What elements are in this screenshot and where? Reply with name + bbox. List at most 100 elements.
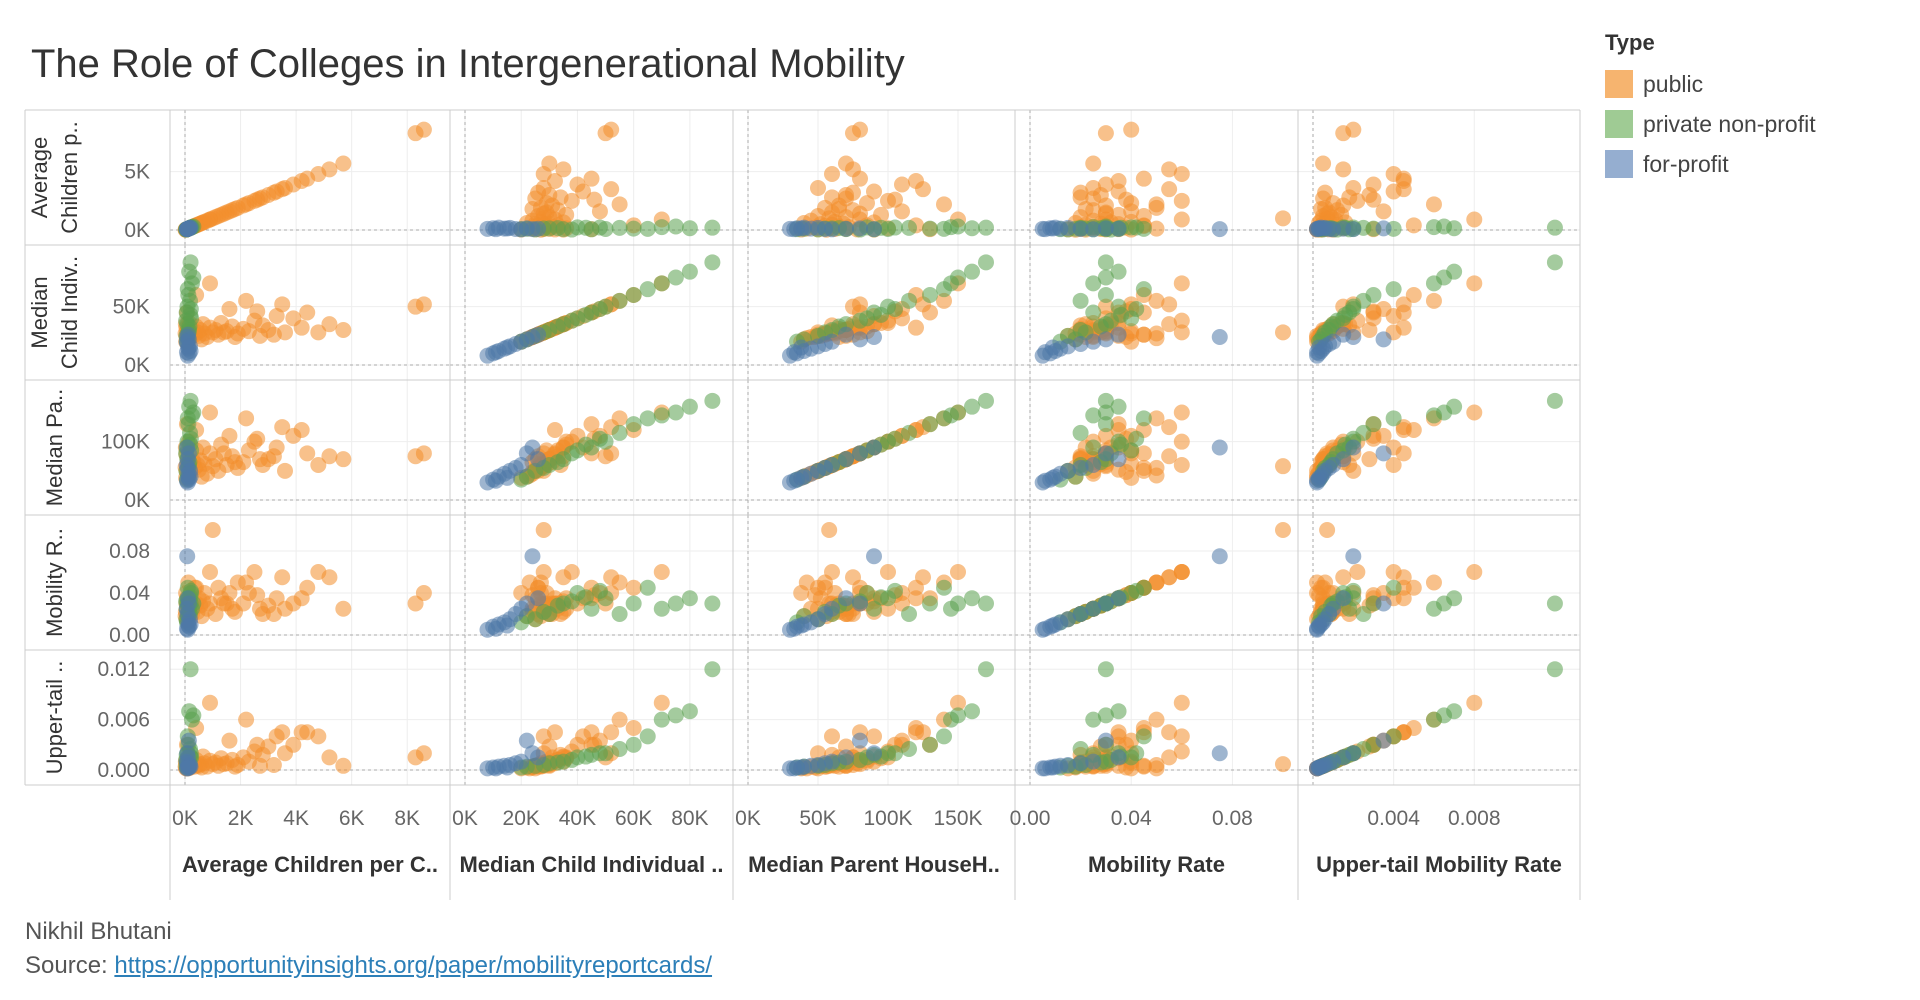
legend-swatch-for-profit (1605, 150, 1633, 178)
data-point (653, 219, 670, 236)
data-point (487, 221, 504, 238)
data-point (852, 751, 868, 768)
data-point (221, 732, 238, 749)
data-point (1113, 306, 1130, 323)
data-point (1085, 439, 1102, 456)
data-point (786, 760, 803, 777)
data-point (793, 585, 810, 601)
data-point (1546, 392, 1563, 409)
data-point (265, 606, 282, 622)
data-point (936, 579, 952, 596)
data-point (549, 220, 566, 237)
data-point (530, 590, 547, 607)
x-tick-label: 100K (863, 807, 912, 830)
panel-r3-c3 (1015, 515, 1298, 650)
data-point (866, 600, 882, 617)
data-point (625, 579, 642, 596)
data-point (321, 448, 338, 465)
data-point (667, 269, 684, 286)
data-point (1173, 312, 1190, 329)
data-point (1349, 564, 1366, 580)
data-point (215, 324, 232, 341)
data-point (577, 219, 594, 236)
data-point (915, 724, 931, 741)
data-point (1148, 220, 1165, 237)
data-point (299, 304, 316, 321)
data-point (1315, 155, 1332, 172)
data-point (681, 703, 698, 720)
panel-r2-c0 (170, 380, 450, 515)
data-point (1395, 319, 1412, 336)
data-point (577, 748, 594, 765)
data-point (1211, 221, 1228, 238)
data-point (227, 603, 243, 620)
data-point (964, 263, 980, 280)
panel-r2-c2 (733, 380, 1015, 515)
data-point (964, 703, 980, 720)
data-point (943, 711, 959, 728)
data-point (202, 564, 218, 580)
data-point (838, 749, 854, 766)
data-point (1135, 728, 1152, 745)
data-point (838, 220, 854, 237)
data-point (915, 181, 931, 198)
data-point (625, 720, 642, 736)
x-tick-label: 20K (503, 807, 540, 830)
legend-item-public[interactable]: public (1605, 64, 1816, 104)
legend-item-private-non-profit[interactable]: private non-profit (1605, 104, 1816, 144)
data-point (1335, 569, 1352, 586)
data-point (1173, 275, 1190, 292)
data-point (563, 564, 580, 580)
data-point (215, 445, 232, 462)
data-point (681, 263, 698, 280)
data-point (1148, 330, 1165, 347)
data-point (831, 201, 847, 217)
panel-r2-c3 (1015, 380, 1298, 515)
legend-swatch-public (1605, 70, 1633, 98)
data-point (922, 220, 938, 237)
data-point (653, 694, 670, 711)
panel-r0-c0 (170, 110, 450, 245)
x-tick-label: 150K (933, 807, 982, 830)
data-point (943, 600, 959, 617)
data-point (866, 183, 882, 200)
data-point (625, 416, 642, 433)
data-point (824, 333, 840, 350)
data-point (1173, 564, 1190, 580)
data-point (887, 301, 903, 317)
data-point (524, 548, 541, 565)
data-point (810, 180, 826, 196)
data-point (887, 430, 903, 447)
data-point (1135, 170, 1152, 187)
data-point (335, 757, 352, 774)
data-point (1546, 661, 1563, 678)
data-point (1085, 155, 1102, 172)
data-point (1173, 166, 1190, 182)
y-axis-title: Median Pa.. (42, 389, 67, 506)
data-point (1085, 407, 1102, 424)
source-link[interactable]: https://opportunityinsights.org/paper/mo… (114, 952, 713, 979)
data-point (1375, 445, 1392, 462)
legend-item-for-profit[interactable]: for-profit (1605, 144, 1816, 184)
data-point (1085, 333, 1102, 350)
data-point (1123, 469, 1140, 486)
data-point (704, 219, 721, 236)
x-tick-label: 80K (671, 807, 708, 830)
data-point (1123, 121, 1140, 138)
y-axis-title: Median (27, 276, 52, 348)
data-point (1375, 331, 1392, 348)
x-tick-label: 0.004 (1367, 807, 1420, 830)
data-point (603, 724, 620, 741)
data-point (178, 472, 195, 489)
data-point (1097, 707, 1114, 724)
data-point (487, 344, 504, 361)
data-point (1135, 410, 1152, 427)
data-point (838, 326, 854, 343)
data-point (873, 589, 889, 606)
data-point (901, 741, 917, 757)
data-point (625, 595, 642, 612)
data-point (1425, 711, 1442, 728)
data-point (249, 736, 266, 753)
data-point (964, 590, 980, 607)
